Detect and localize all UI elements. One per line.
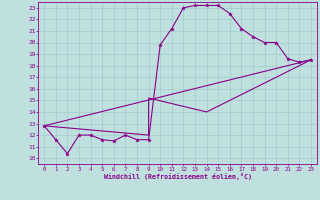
X-axis label: Windchill (Refroidissement éolien,°C): Windchill (Refroidissement éolien,°C) bbox=[104, 173, 252, 180]
